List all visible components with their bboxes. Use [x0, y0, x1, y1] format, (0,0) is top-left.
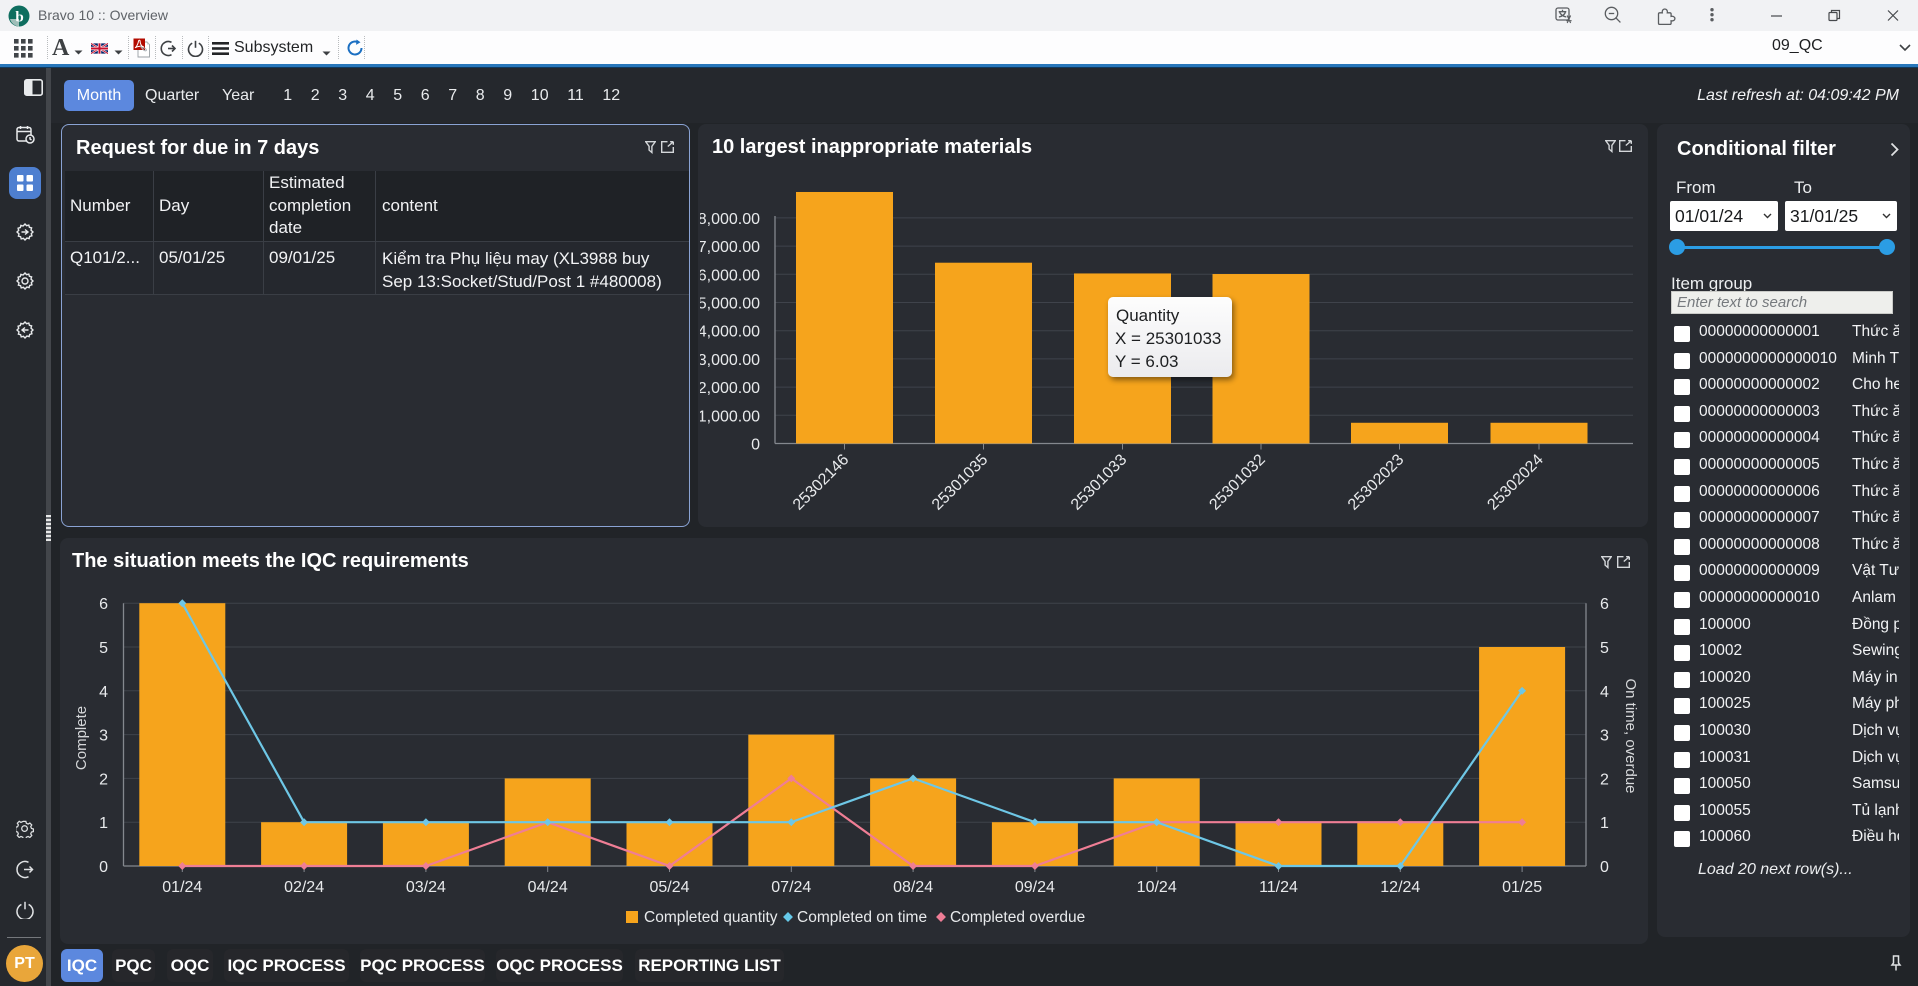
- svg-text:6: 6: [99, 596, 108, 613]
- svg-text:08/24: 08/24: [893, 879, 933, 896]
- svg-text:5: 5: [99, 640, 108, 657]
- svg-text:Completed overdue: Completed overdue: [950, 909, 1085, 926]
- svg-text:Complete: Complete: [73, 706, 90, 770]
- svg-text:02/24: 02/24: [284, 879, 324, 896]
- svg-text:7,000.00: 7,000.00: [700, 239, 760, 256]
- svg-text:07/24: 07/24: [771, 879, 811, 896]
- svg-text:2,000.00: 2,000.00: [700, 380, 760, 397]
- svg-text:2: 2: [99, 771, 108, 788]
- svg-text:2: 2: [1600, 771, 1609, 788]
- svg-text:25302023: 25302023: [1345, 451, 1407, 513]
- svg-text:25301035: 25301035: [929, 451, 991, 513]
- svg-text:01/25: 01/25: [1502, 879, 1542, 896]
- svg-text:4: 4: [1600, 684, 1609, 701]
- svg-text:04/24: 04/24: [528, 879, 568, 896]
- svg-text:03/24: 03/24: [406, 879, 446, 896]
- svg-text:4: 4: [99, 684, 108, 701]
- svg-text:25301032: 25301032: [1206, 451, 1268, 513]
- svg-text:Completed quantity: Completed quantity: [644, 909, 778, 926]
- svg-text:3: 3: [99, 728, 108, 745]
- svg-text:11/24: 11/24: [1259, 879, 1298, 896]
- svg-text:3: 3: [1600, 728, 1609, 745]
- svg-text:0: 0: [751, 437, 760, 454]
- svg-text:5,000.00: 5,000.00: [700, 296, 760, 313]
- svg-text:09/24: 09/24: [1015, 879, 1055, 896]
- svg-text:0: 0: [1600, 859, 1609, 876]
- svg-text:6,000.00: 6,000.00: [700, 267, 760, 284]
- svg-text:1: 1: [99, 815, 108, 832]
- svg-text:05/24: 05/24: [649, 879, 689, 896]
- svg-text:1,000.00: 1,000.00: [700, 408, 760, 425]
- svg-text:12/24: 12/24: [1380, 879, 1420, 896]
- svg-text:1: 1: [1600, 815, 1609, 832]
- svg-text:On time, overdue: On time, overdue: [1622, 678, 1639, 793]
- svg-text:b: b: [15, 10, 23, 26]
- svg-text:Completed on time: Completed on time: [797, 909, 927, 926]
- svg-text:01/24: 01/24: [162, 879, 202, 896]
- svg-text:8,000.00: 8,000.00: [700, 211, 760, 228]
- svg-text:6: 6: [1600, 596, 1609, 613]
- svg-text:10/24: 10/24: [1137, 879, 1177, 896]
- svg-text:25302024: 25302024: [1484, 451, 1546, 513]
- svg-text:25301033: 25301033: [1068, 451, 1130, 513]
- svg-text:4,000.00: 4,000.00: [700, 324, 760, 341]
- svg-text:0: 0: [99, 859, 108, 876]
- svg-text:25302146: 25302146: [790, 451, 852, 513]
- svg-text:5: 5: [1600, 640, 1609, 657]
- svg-text:3,000.00: 3,000.00: [700, 352, 760, 369]
